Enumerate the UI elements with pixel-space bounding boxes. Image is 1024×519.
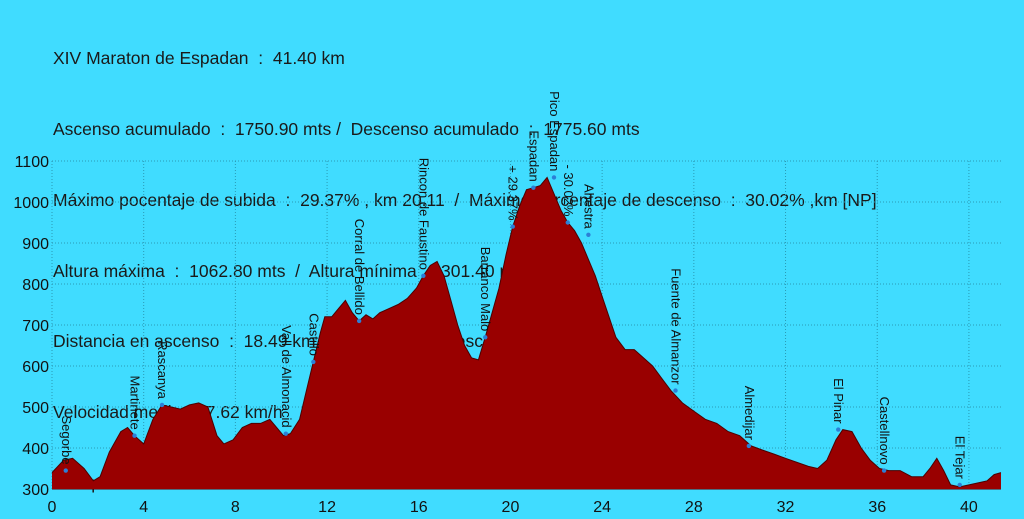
x-tick-label: 32: [777, 499, 795, 516]
waypoint-label: Pico Espadan: [547, 91, 562, 171]
waypoint-marker: [881, 468, 887, 473]
y-axis-ticks: 300 400 500 600 700 800 900 1000 1100: [13, 154, 49, 499]
stats-line-ascent: Ascenso acumulado : 1750.90 mts / Descen…: [53, 118, 640, 139]
stats-line-grade: Máximo pocentaje de subida : 29.37% , km…: [53, 189, 877, 210]
waypoint-marker: [551, 175, 557, 180]
waypoint-label: El Tejar: [953, 436, 968, 480]
waypoint-label: Ahestra: [581, 184, 596, 230]
waypoint-label: Corral de Bellido: [352, 219, 367, 315]
waypoint-marker: [421, 273, 426, 278]
y-tick-label: 800: [22, 277, 49, 294]
waypoint-label: Fuente de Almanzor: [669, 268, 684, 385]
x-tick-label: 8: [231, 499, 240, 516]
y-tick-label: 1000: [13, 195, 49, 212]
elevation-area: [52, 177, 1001, 489]
waypoint-markers: [63, 175, 962, 488]
elevation-outline: [51, 176, 1002, 488]
x-tick-label: 28: [685, 499, 703, 516]
waypoint-label: Rascanya: [155, 341, 170, 400]
waypoint-marker: [483, 335, 488, 340]
waypoint-marker: [586, 232, 591, 237]
waypoint-marker: [356, 318, 362, 324]
x-tick-label: 24: [593, 499, 611, 516]
waypoint-marker: [673, 388, 678, 393]
waypoint-label: Espadan: [526, 130, 541, 181]
waypoint-marker: [510, 224, 515, 229]
waypoint-marker: [746, 443, 752, 449]
waypoint-label: Barranco Malo: [478, 247, 493, 332]
waypoint-label: Vall de Almonacid: [279, 325, 294, 427]
waypoint-label: El Pinar: [831, 378, 846, 424]
waypoint-marker: [63, 468, 68, 473]
waypoint-label: Martinete: [128, 375, 143, 429]
waypoint-marker: [957, 482, 962, 488]
x-tick-label: 16: [410, 499, 428, 516]
x-tick-label: 36: [868, 499, 886, 516]
y-tick-label: 700: [22, 318, 49, 335]
waypoint-marker: [159, 402, 165, 408]
waypoint-marker: [531, 185, 536, 190]
waypoint-marker: [311, 359, 316, 365]
y-tick-label: 600: [22, 359, 49, 376]
waypoint-label: Almedijar: [742, 386, 757, 441]
x-tick-label: 12: [318, 499, 336, 516]
x-tick-label: 0: [48, 499, 57, 516]
y-tick-label: 300: [22, 482, 49, 499]
waypoint-marker: [132, 433, 137, 438]
y-tick-label: 1100: [15, 154, 50, 171]
waypoint-label: + 29.37%: [506, 165, 521, 221]
y-tick-label: 500: [22, 400, 49, 417]
waypoint-label: Castellnovo: [877, 397, 892, 465]
waypoint-label: - 30.02%: [561, 164, 576, 216]
x-tick-label: 40: [960, 499, 978, 516]
waypoint-marker: [836, 427, 841, 432]
waypoint-marker: [565, 220, 570, 225]
stats-line-title: XIV Maraton de Espadan : 41.40 km: [53, 48, 345, 69]
x-tick-label: 4: [139, 499, 148, 516]
x-tick-label: 20: [502, 499, 520, 516]
waypoint-label: Castillo: [306, 313, 321, 356]
waypoint-label: Rincon de Faustino: [416, 158, 431, 270]
waypoint-labels: Segorbe Martinete Rascanya Vall de Almonaci…: [59, 91, 968, 479]
y-tick-label: 400: [22, 441, 49, 458]
waypoint-marker: [283, 431, 289, 436]
y-tick-label: 900: [22, 236, 49, 253]
x-axis-ticks: 0 4 8 12 16 20 24 28 32 36 40: [48, 499, 978, 516]
waypoint-label: Segorbe: [59, 415, 74, 464]
